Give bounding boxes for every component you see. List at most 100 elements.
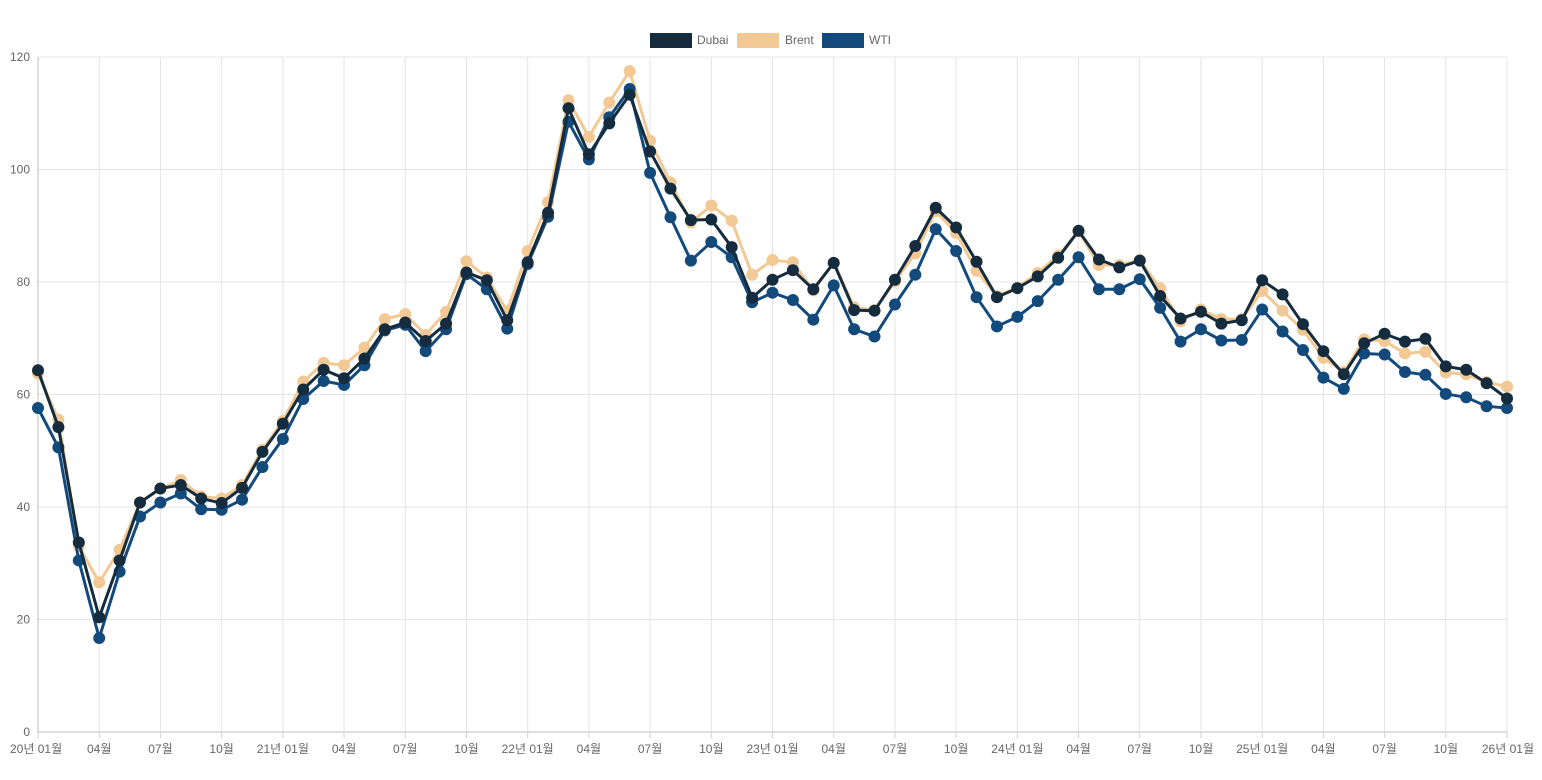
data-point-brent[interactable] bbox=[1501, 380, 1513, 393]
data-point-dubai[interactable] bbox=[827, 256, 840, 269]
data-point-dubai[interactable] bbox=[399, 316, 412, 329]
data-point-dubai[interactable] bbox=[297, 383, 310, 396]
data-point-wti[interactable] bbox=[705, 236, 718, 249]
data-point-brent[interactable] bbox=[338, 359, 351, 372]
data-point-dubai[interactable] bbox=[1031, 270, 1044, 283]
data-point-dubai[interactable] bbox=[1215, 317, 1228, 330]
data-point-dubai[interactable] bbox=[93, 611, 106, 624]
data-point-brent[interactable] bbox=[93, 576, 106, 589]
data-point-wti[interactable] bbox=[1276, 325, 1289, 338]
data-point-dubai[interactable] bbox=[929, 201, 942, 214]
data-point-dubai[interactable] bbox=[807, 283, 820, 296]
data-point-dubai[interactable] bbox=[868, 304, 881, 317]
data-point-dubai[interactable] bbox=[480, 274, 493, 287]
data-point-wti[interactable] bbox=[93, 632, 106, 645]
data-point-wti[interactable] bbox=[1337, 382, 1350, 395]
data-point-dubai[interactable] bbox=[1358, 337, 1371, 350]
data-point-dubai[interactable] bbox=[644, 145, 657, 158]
data-point-brent[interactable] bbox=[582, 130, 595, 143]
data-point-wti[interactable] bbox=[684, 254, 697, 267]
data-point-wti[interactable] bbox=[1215, 334, 1228, 347]
data-point-wti[interactable] bbox=[1501, 402, 1513, 414]
data-point-dubai[interactable] bbox=[1296, 318, 1309, 331]
data-point-wti[interactable] bbox=[1256, 303, 1269, 316]
data-point-wti[interactable] bbox=[827, 279, 840, 292]
data-point-dubai[interactable] bbox=[1194, 305, 1207, 318]
data-point-brent[interactable] bbox=[399, 308, 412, 321]
data-point-wti[interactable] bbox=[807, 313, 820, 326]
data-point-dubai[interactable] bbox=[338, 372, 351, 385]
data-point-wti[interactable] bbox=[1317, 371, 1330, 384]
data-point-wti[interactable] bbox=[990, 320, 1003, 333]
data-point-dubai[interactable] bbox=[1276, 288, 1289, 301]
data-point-wti[interactable] bbox=[1419, 368, 1432, 381]
data-point-wti[interactable] bbox=[1031, 295, 1044, 308]
data-point-wti[interactable] bbox=[1480, 400, 1493, 413]
data-point-dubai[interactable] bbox=[215, 497, 228, 510]
data-point-wti[interactable] bbox=[766, 286, 779, 299]
data-point-dubai[interactable] bbox=[419, 335, 432, 348]
data-point-dubai[interactable] bbox=[378, 323, 391, 336]
data-point-dubai[interactable] bbox=[1154, 290, 1167, 303]
data-point-dubai[interactable] bbox=[276, 417, 289, 430]
data-point-wti[interactable] bbox=[1154, 301, 1167, 314]
data-point-dubai[interactable] bbox=[950, 221, 963, 234]
data-point-wti[interactable] bbox=[909, 268, 922, 281]
data-point-brent[interactable] bbox=[766, 254, 779, 267]
data-point-dubai[interactable] bbox=[786, 264, 799, 277]
data-point-wti[interactable] bbox=[1092, 283, 1105, 296]
data-point-wti[interactable] bbox=[1398, 366, 1411, 378]
data-point-wti[interactable] bbox=[317, 375, 330, 387]
data-point-dubai[interactable] bbox=[1501, 392, 1513, 405]
data-point-wti[interactable] bbox=[1174, 335, 1187, 348]
data-point-dubai[interactable] bbox=[1460, 363, 1473, 376]
data-point-wti[interactable] bbox=[276, 432, 289, 445]
data-point-wti[interactable] bbox=[868, 330, 881, 343]
data-point-dubai[interactable] bbox=[1011, 282, 1024, 295]
data-point-dubai[interactable] bbox=[256, 445, 269, 458]
data-point-wti[interactable] bbox=[1460, 391, 1473, 404]
data-point-dubai[interactable] bbox=[154, 482, 167, 495]
data-point-brent[interactable] bbox=[1276, 304, 1289, 317]
data-point-dubai[interactable] bbox=[1480, 377, 1493, 390]
data-point-brent[interactable] bbox=[603, 96, 616, 109]
data-point-dubai[interactable] bbox=[1235, 314, 1248, 327]
data-point-wti[interactable] bbox=[501, 322, 514, 335]
data-point-wti[interactable] bbox=[1378, 348, 1391, 361]
data-point-dubai[interactable] bbox=[1092, 253, 1105, 266]
data-point-wti[interactable] bbox=[929, 223, 942, 236]
data-point-dubai[interactable] bbox=[460, 266, 473, 279]
data-point-dubai[interactable] bbox=[113, 554, 126, 567]
data-point-brent[interactable] bbox=[460, 255, 473, 268]
data-point-dubai[interactable] bbox=[1113, 261, 1126, 274]
legend-item-wti[interactable]: WTI bbox=[822, 33, 891, 48]
data-point-dubai[interactable] bbox=[684, 214, 697, 227]
data-point-dubai[interactable] bbox=[990, 291, 1003, 304]
data-point-dubai[interactable] bbox=[848, 304, 861, 317]
legend-item-brent[interactable]: Brent bbox=[737, 33, 814, 48]
data-point-dubai[interactable] bbox=[52, 421, 65, 434]
data-point-wti[interactable] bbox=[970, 291, 983, 304]
data-point-dubai[interactable] bbox=[72, 536, 85, 549]
data-point-brent[interactable] bbox=[746, 268, 759, 281]
data-point-wti[interactable] bbox=[256, 461, 269, 474]
data-point-dubai[interactable] bbox=[236, 481, 249, 494]
data-point-dubai[interactable] bbox=[32, 364, 44, 377]
data-point-brent[interactable] bbox=[705, 199, 718, 212]
data-point-dubai[interactable] bbox=[1174, 312, 1187, 325]
data-point-wti[interactable] bbox=[950, 245, 963, 258]
data-point-dubai[interactable] bbox=[705, 213, 718, 226]
data-point-dubai[interactable] bbox=[1052, 251, 1065, 264]
data-point-dubai[interactable] bbox=[1072, 224, 1085, 237]
data-point-dubai[interactable] bbox=[562, 102, 575, 115]
data-point-wti[interactable] bbox=[32, 402, 44, 414]
data-point-dubai[interactable] bbox=[725, 241, 738, 254]
data-point-brent[interactable] bbox=[1398, 347, 1411, 360]
data-point-dubai[interactable] bbox=[134, 496, 147, 509]
data-point-wti[interactable] bbox=[1296, 344, 1309, 357]
data-point-dubai[interactable] bbox=[1256, 274, 1269, 287]
data-point-dubai[interactable] bbox=[1133, 254, 1146, 267]
data-point-brent[interactable] bbox=[623, 65, 636, 78]
data-point-dubai[interactable] bbox=[440, 317, 453, 330]
data-point-wti[interactable] bbox=[1439, 387, 1452, 400]
